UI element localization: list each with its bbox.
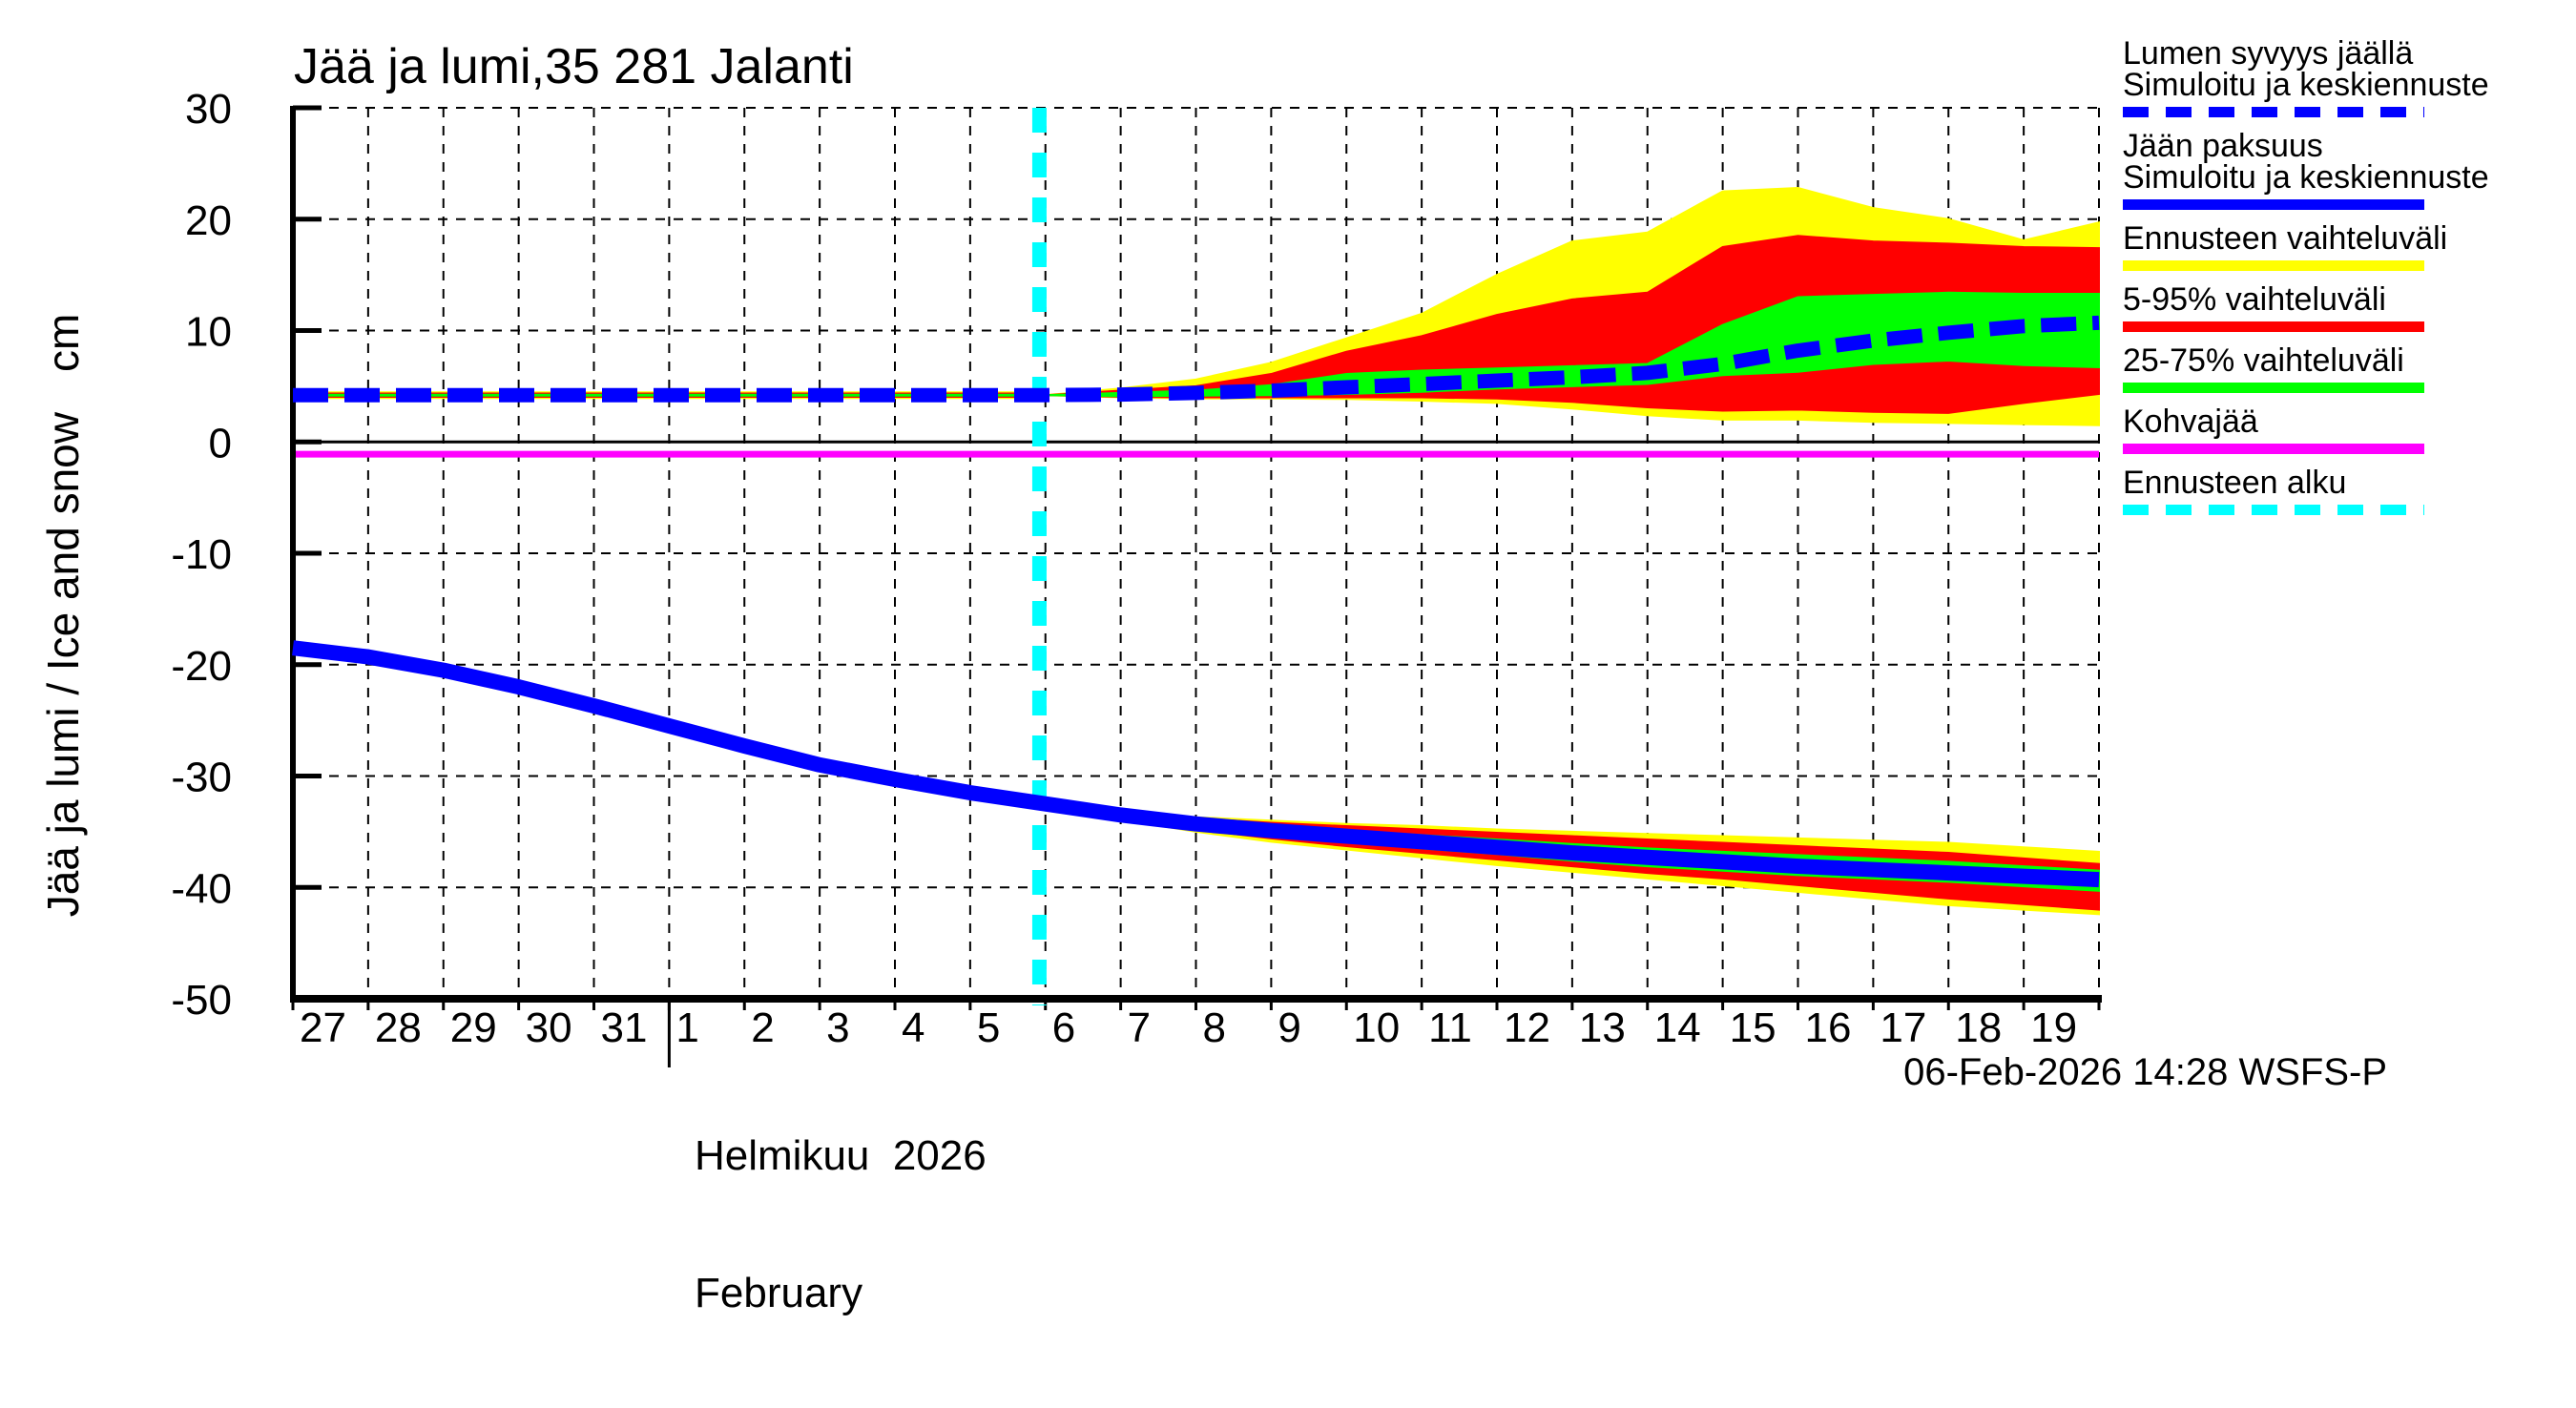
x-tick-label: 12 xyxy=(1504,1004,1550,1051)
y-tick-label: -40 xyxy=(171,865,232,912)
x-tick-label: 2 xyxy=(751,1004,774,1051)
legend-item-label: Kohvajää xyxy=(2123,404,2258,440)
legend-item-label: Ennusteen vaihteluväli xyxy=(2123,220,2448,257)
x-tick-label: 19 xyxy=(2030,1004,2077,1051)
y-tick-label: 10 xyxy=(185,309,232,356)
legend-line-sample xyxy=(2123,505,2424,515)
x-tick-label: 5 xyxy=(977,1004,1000,1051)
x-tick-label: 27 xyxy=(300,1004,346,1051)
x-tick-label: 14 xyxy=(1654,1004,1701,1051)
y-tick-label: -30 xyxy=(171,755,232,801)
x-tick-label: 31 xyxy=(601,1004,648,1051)
chart-title: Jää ja lumi,35 281 Jalanti xyxy=(294,39,854,94)
month-label-english: February xyxy=(695,1270,863,1316)
axes xyxy=(290,105,2102,1067)
y-axis-label: Jää ja lumi / Ice and snow cm xyxy=(37,314,89,918)
x-tick-label: 18 xyxy=(1955,1004,2002,1051)
snow-range-25-75-band xyxy=(1045,291,2100,398)
legend-line-sample xyxy=(2123,260,2424,271)
legend-item-label: Simuloitu ja keskiennuste xyxy=(2123,159,2489,196)
legend-item: Jään paksuus Simuloitu ja keskiennuste xyxy=(2123,128,2489,210)
x-tick-label: 11 xyxy=(1428,1004,1472,1051)
x-tick-label: 3 xyxy=(826,1004,849,1051)
legend-item-label: 5-95% vaihteluväli xyxy=(2123,281,2386,318)
y-tick-label: -10 xyxy=(171,531,232,578)
legend-item-label: Lumen syvyys jäällä xyxy=(2123,35,2414,72)
legend-item-label: 25-75% vaihteluväli xyxy=(2123,342,2404,379)
x-tick-label: 10 xyxy=(1353,1004,1400,1051)
x-tick-label: 15 xyxy=(1730,1004,1776,1051)
x-tick-label: 28 xyxy=(375,1004,422,1051)
legend-item: Kohvajää xyxy=(2123,404,2447,454)
x-tick-label: 13 xyxy=(1579,1004,1626,1051)
x-tick-label: 17 xyxy=(1880,1004,1926,1051)
timestamp: 06-Feb-2026 14:28 WSFS-P xyxy=(1903,1051,2387,1093)
x-tick-labels: 27 28 29 30 31 1 2 3 4 5 6 7 8 9 10 11 12 13 14 15 16 17 18 19 xyxy=(300,1004,2077,1051)
y-tick-label: -50 xyxy=(171,977,232,1024)
y-tick-label: 20 xyxy=(185,197,232,244)
legend-item: 25-75% vaihteluväli xyxy=(2123,342,2447,393)
y-tick-label: 30 xyxy=(185,86,232,133)
month-label-finnish: Helmikuu 2026 xyxy=(695,1132,987,1179)
legend-line-sample xyxy=(2123,107,2424,117)
x-tick-label: 7 xyxy=(1128,1004,1151,1051)
legend-item: 5-95% vaihteluväli xyxy=(2123,281,2447,332)
legend-line-sample xyxy=(2123,444,2424,454)
x-axis-month-label: Helmikuu 2026 February xyxy=(695,1042,987,1408)
y-tick-label: -20 xyxy=(171,643,232,690)
legend-item-label: Simuloitu ja keskiennuste xyxy=(2123,67,2489,103)
x-tick-label: 8 xyxy=(1203,1004,1226,1051)
x-tick-label: 29 xyxy=(450,1004,497,1051)
snow-depth-line xyxy=(293,315,2100,403)
y-tick-label: 0 xyxy=(209,420,232,466)
ice-thickness-line xyxy=(292,640,2100,888)
x-tick-label: 30 xyxy=(526,1004,572,1051)
y-tick-labels: 30 20 10 0 -10 -20 -30 -40 -50 xyxy=(171,86,232,1024)
legend-item: Ennusteen alku xyxy=(2123,465,2447,515)
legend: Lumen syvyys jäällä Simuloitu ja keskienn… xyxy=(2123,35,2489,528)
x-tick-label: 9 xyxy=(1278,1004,1300,1051)
legend-item-label: Jään paksuus xyxy=(2123,128,2323,164)
legend-line-sample xyxy=(2123,199,2424,210)
x-tick-label: 6 xyxy=(1052,1004,1075,1051)
legend-item: Ennusteen vaihteluväli xyxy=(2123,220,2448,271)
hydrology-forecast-chart: Jää ja lumi,35 281 Jalanti Jää ja lumi /… xyxy=(37,35,2489,1316)
legend-line-sample xyxy=(2123,383,2424,393)
legend-item-label: Ennusteen alku xyxy=(2123,465,2347,501)
x-tick-label: 1 xyxy=(675,1004,698,1051)
x-tick-label: 16 xyxy=(1805,1004,1852,1051)
legend-item: Lumen syvyys jäällä Simuloitu ja keskienn… xyxy=(2123,35,2489,117)
legend-line-sample xyxy=(2123,321,2424,332)
x-tick-label: 4 xyxy=(902,1004,924,1051)
y-axis-label-text: Jää ja lumi / Ice and snow xyxy=(38,412,88,918)
y-axis-unit: cm xyxy=(38,313,88,373)
